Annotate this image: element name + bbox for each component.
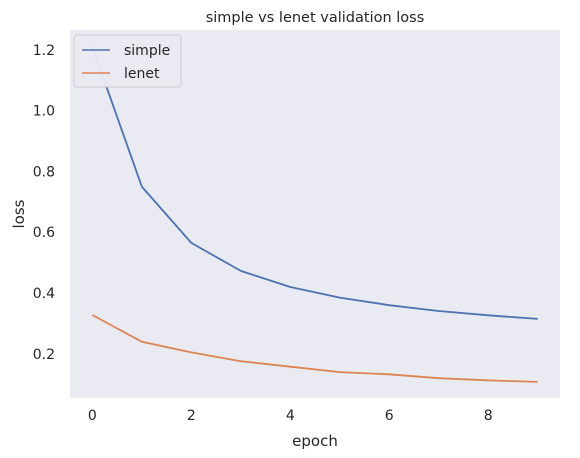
y-tick-label: 0.6 bbox=[33, 225, 55, 241]
x-tick-label: 2 bbox=[187, 408, 196, 424]
plot-area bbox=[70, 30, 560, 398]
chart-title: simple vs lenet validation loss bbox=[206, 10, 425, 26]
legend-label-simple: simple bbox=[124, 43, 170, 59]
series-lines bbox=[91, 46, 538, 383]
series-line-simple bbox=[91, 46, 538, 320]
y-tick-label: 0.2 bbox=[33, 347, 55, 363]
y-tick-label: 0.8 bbox=[33, 164, 55, 180]
y-tick-label: 1.0 bbox=[33, 104, 55, 120]
y-tick-label: 0.4 bbox=[33, 286, 55, 302]
y-tick-label: 1.2 bbox=[33, 43, 55, 59]
legend: simple lenet bbox=[73, 34, 182, 88]
axis-ticks: 0 2 4 6 8 0.2 0.4 0.6 0.8 1.0 1.2 bbox=[33, 43, 493, 424]
x-tick-label: 8 bbox=[484, 408, 493, 424]
x-tick-label: 4 bbox=[286, 408, 295, 424]
y-axis-label: loss bbox=[10, 199, 28, 228]
x-tick-label: 6 bbox=[385, 408, 394, 424]
legend-label-lenet: lenet bbox=[124, 66, 160, 82]
series-line-lenet bbox=[91, 314, 538, 383]
legend-box bbox=[73, 34, 182, 88]
x-axis-label: epoch bbox=[292, 432, 338, 450]
x-tick-label: 0 bbox=[88, 408, 97, 424]
